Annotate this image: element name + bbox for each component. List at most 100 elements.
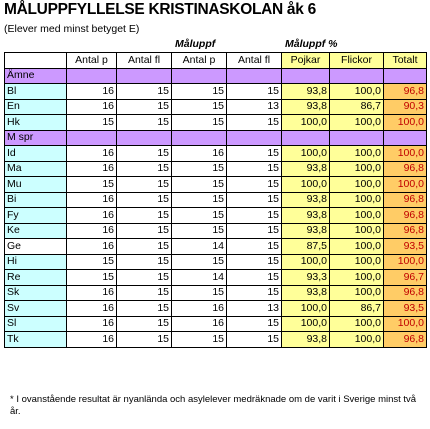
cell-totalt-percent: 96,7 — [383, 269, 427, 286]
column-header-maluppf-antal-fl: Antal fl — [226, 52, 282, 69]
cell-antal-p: 16 — [66, 98, 117, 115]
cell-totalt-percent: 96,8 — [383, 222, 427, 239]
subject-name: Ma — [4, 160, 67, 177]
subject-name: Hk — [4, 114, 67, 131]
column-header-maluppf-antal-p: Antal p — [171, 52, 227, 69]
cell-flickor-percent: 100,0 — [329, 114, 384, 131]
cell-totalt-percent: 96,8 — [383, 83, 427, 100]
subject-name: Sv — [4, 300, 67, 317]
subject-name: Sl — [4, 315, 67, 332]
subject-name: Mu — [4, 176, 67, 193]
cell-antal-p: 16 — [66, 315, 117, 332]
table-row: Ge 16 15 14 15 87,5 100,0 93,5 — [4, 238, 427, 255]
cell-maluppf-antal-p: 14 — [171, 238, 227, 255]
section-filler-cell — [116, 67, 172, 84]
column-header-row: Antal p Antal fl Antal p Antal fl Pojkar… — [4, 52, 427, 69]
section-filler-cell — [116, 129, 172, 146]
cell-antal-p: 15 — [66, 176, 117, 193]
cell-flickor-percent: 100,0 — [329, 269, 384, 286]
cell-flickor-percent: 100,0 — [329, 222, 384, 239]
table-row: Re 15 15 14 15 93,3 100,0 96,7 — [4, 269, 427, 286]
group-header-maluppf: Måluppf — [175, 38, 216, 50]
cell-maluppf-antal-fl: 13 — [226, 300, 282, 317]
cell-maluppf-antal-p: 15 — [171, 207, 227, 224]
cell-pojkar-percent: 93,8 — [281, 98, 330, 115]
cell-totalt-percent: 100,0 — [383, 114, 427, 131]
table-row: Sl 16 15 16 15 100,0 100,0 100,0 — [4, 315, 427, 332]
cell-antal-fl: 15 — [116, 207, 172, 224]
cell-flickor-percent: 100,0 — [329, 83, 384, 100]
cell-pojkar-percent: 93,8 — [281, 207, 330, 224]
column-header-totalt: Totalt — [383, 52, 427, 69]
cell-antal-fl: 15 — [116, 331, 172, 348]
cell-maluppf-antal-fl: 15 — [226, 114, 282, 131]
subject-name: Hi — [4, 253, 67, 270]
cell-antal-fl: 15 — [116, 253, 172, 270]
cell-pojkar-percent: 93,8 — [281, 191, 330, 208]
cell-antal-p: 16 — [66, 238, 117, 255]
cell-totalt-percent: 100,0 — [383, 315, 427, 332]
cell-totalt-percent: 100,0 — [383, 145, 427, 162]
section-filler-cell — [171, 67, 227, 84]
cell-flickor-percent: 100,0 — [329, 176, 384, 193]
subject-name: Bl — [4, 83, 67, 100]
cell-totalt-percent: 90,3 — [383, 98, 427, 115]
page-title: MÅLUPPFYLLELSE KRISTINASKOLAN åk 6 — [4, 1, 316, 18]
column-header-flickor: Flickor — [329, 52, 384, 69]
cell-flickor-percent: 100,0 — [329, 253, 384, 270]
cell-maluppf-antal-p: 16 — [171, 315, 227, 332]
cell-flickor-percent: 100,0 — [329, 315, 384, 332]
cell-flickor-percent: 100,0 — [329, 238, 384, 255]
cell-maluppf-antal-p: 15 — [171, 284, 227, 301]
cell-antal-fl: 15 — [116, 222, 172, 239]
table-row: Mu 15 15 15 15 100,0 100,0 100,0 — [4, 176, 427, 193]
group-header-maluppf-percent: Måluppf % — [285, 38, 338, 50]
subject-name: Tk — [4, 331, 67, 348]
cell-flickor-percent: 86,7 — [329, 98, 384, 115]
cell-maluppf-antal-fl: 15 — [226, 145, 282, 162]
cell-pojkar-percent: 100,0 — [281, 176, 330, 193]
section-filler-cell — [383, 67, 427, 84]
cell-maluppf-antal-p: 15 — [171, 160, 227, 177]
cell-maluppf-antal-p: 16 — [171, 300, 227, 317]
section-filler-cell — [329, 129, 384, 146]
table-row: Id 16 15 16 15 100,0 100,0 100,0 — [4, 145, 427, 162]
section-filler-cell — [226, 129, 282, 146]
cell-antal-p: 16 — [66, 284, 117, 301]
table-row: Tk 16 15 15 15 93,8 100,0 96,8 — [4, 331, 427, 348]
cell-flickor-percent: 100,0 — [329, 331, 384, 348]
cell-antal-fl: 15 — [116, 269, 172, 286]
cell-maluppf-antal-fl: 15 — [226, 176, 282, 193]
cell-antal-p: 16 — [66, 145, 117, 162]
cell-antal-p: 16 — [66, 83, 117, 100]
cell-pojkar-percent: 100,0 — [281, 114, 330, 131]
cell-antal-fl: 15 — [116, 238, 172, 255]
table-row: Ma 16 15 15 15 93,8 100,0 96,8 — [4, 160, 427, 177]
subject-name: Ke — [4, 222, 67, 239]
cell-antal-p: 15 — [66, 253, 117, 270]
section-label: M spr — [4, 129, 67, 146]
cell-totalt-percent: 96,8 — [383, 284, 427, 301]
subject-name: Sk — [4, 284, 67, 301]
cell-pojkar-percent: 93,8 — [281, 331, 330, 348]
cell-flickor-percent: 100,0 — [329, 145, 384, 162]
cell-maluppf-antal-p: 15 — [171, 98, 227, 115]
cell-antal-p: 16 — [66, 222, 117, 239]
page-subtitle: (Elever med minst betyget E) — [4, 23, 140, 35]
cell-maluppf-antal-p: 16 — [171, 145, 227, 162]
subject-name: Fy — [4, 207, 67, 224]
cell-antal-fl: 15 — [116, 191, 172, 208]
cell-totalt-percent: 96,8 — [383, 331, 427, 348]
cell-maluppf-antal-p: 15 — [171, 83, 227, 100]
cell-antal-p: 16 — [66, 300, 117, 317]
cell-maluppf-antal-p: 15 — [171, 191, 227, 208]
cell-maluppf-antal-fl: 15 — [226, 191, 282, 208]
cell-antal-fl: 15 — [116, 98, 172, 115]
cell-pojkar-percent: 87,5 — [281, 238, 330, 255]
cell-antal-p: 15 — [66, 269, 117, 286]
cell-pojkar-percent: 93,8 — [281, 284, 330, 301]
section-filler-cell — [281, 67, 330, 84]
cell-pojkar-percent: 93,3 — [281, 269, 330, 286]
column-header-antal-p: Antal p — [66, 52, 117, 69]
cell-maluppf-antal-fl: 15 — [226, 331, 282, 348]
